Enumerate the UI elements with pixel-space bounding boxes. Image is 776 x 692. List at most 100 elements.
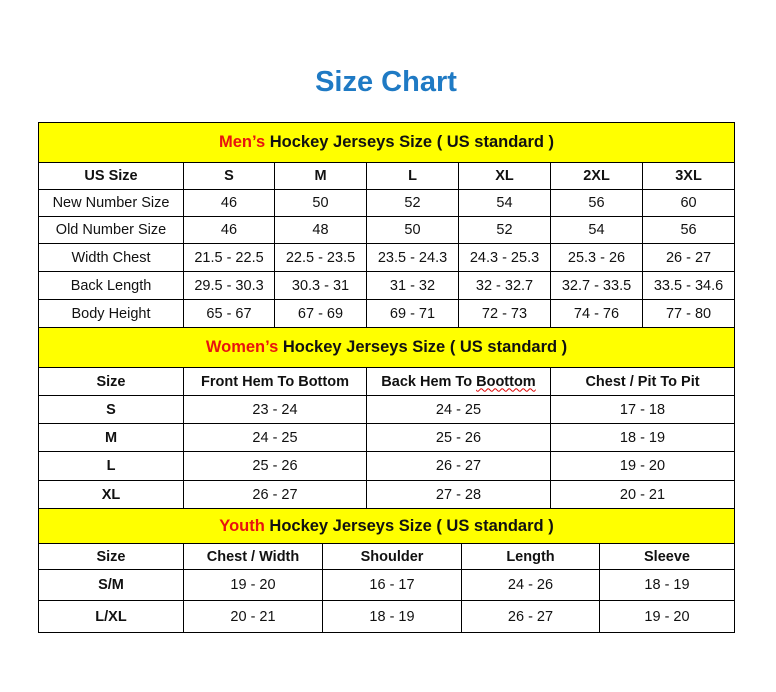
column-header-label: Shoulder	[360, 548, 424, 565]
table-cell: 19 - 20	[549, 451, 736, 481]
table-cell: 65 - 67	[183, 299, 275, 328]
misspelled-word: Boottom	[476, 373, 536, 390]
womens-column-header: Front Hem To Bottom	[183, 367, 367, 396]
column-header-label: L	[408, 168, 417, 184]
youth-table-row: S/M 19 - 20 16 - 17 24 - 26 18 - 19	[38, 569, 736, 601]
table-cell: 52	[366, 189, 459, 217]
mens-column-header: 2XL	[550, 162, 643, 190]
youth-column-header: Size	[38, 543, 184, 570]
row-label: Back Length	[38, 271, 184, 300]
table-cell: 24.3 - 25.3	[458, 243, 551, 272]
mens-column-header: L	[366, 162, 459, 190]
womens-header-highlight: Women’s	[205, 338, 279, 356]
row-label: Body Height	[38, 299, 184, 328]
table-cell: 25.3 - 26	[550, 243, 643, 272]
row-label: L	[38, 451, 184, 481]
table-cell: 67 - 69	[274, 299, 367, 328]
mens-column-header: US Size	[38, 162, 184, 190]
mens-section-header: Men’s Hockey Jerseys Size ( US standard …	[37, 122, 736, 163]
row-label: L/XL	[38, 600, 184, 633]
column-header-label: M	[314, 168, 327, 184]
row-label: Old Number Size	[38, 216, 184, 244]
table-cell: 24 - 25	[183, 423, 367, 452]
table-cell: 21.5 - 22.5	[183, 243, 275, 272]
column-header-label: 3XL	[675, 168, 702, 184]
row-label: S/M	[38, 569, 184, 601]
table-cell: 46	[183, 189, 275, 217]
womens-column-header: Chest / Pit To Pit	[549, 367, 736, 396]
column-header-label: XL	[495, 168, 514, 184]
youth-header-highlight: Youth	[219, 516, 265, 535]
mens-table-row: Body Height 65 - 67 67 - 69 69 - 71 72 - 73 7…	[38, 299, 736, 328]
mens-header-text: Hockey Jerseys Size ( US standard )	[265, 133, 555, 151]
table-cell: 18 - 19	[322, 600, 462, 633]
table-cell: 20 - 21	[183, 600, 323, 633]
table-cell: 29.5 - 30.3	[183, 271, 275, 300]
table-cell: 69 - 71	[366, 299, 459, 328]
column-header-label: US Size	[84, 168, 138, 184]
mens-column-header: S	[183, 162, 275, 190]
youth-column-header: Chest / Width	[183, 543, 323, 570]
youth-column-headers: Size Chest / Width Shoulder Length Sleeve	[38, 543, 736, 570]
table-cell: 23.5 - 24.3	[366, 243, 459, 272]
row-label: M	[38, 423, 184, 452]
table-cell: 16 - 17	[322, 569, 462, 601]
womens-table-row: L 25 - 26 26 - 27 19 - 20	[38, 451, 736, 481]
table-cell: 22.5 - 23.5	[274, 243, 367, 272]
table-cell: 23 - 24	[183, 395, 367, 424]
column-header-label: Front Hem To Bottom	[201, 373, 349, 390]
table-cell: 19 - 20	[598, 600, 736, 633]
row-label: New Number Size	[38, 189, 184, 217]
table-cell: 60	[641, 189, 736, 217]
table-cell: 25 - 26	[366, 423, 551, 452]
table-cell: 26 - 27	[461, 600, 600, 633]
table-cell: 50	[366, 216, 459, 244]
youth-column-header: Shoulder	[322, 543, 462, 570]
column-header-label: Sleeve	[644, 548, 690, 565]
mens-table-row: Old Number Size 46 48 50 52 54 56	[38, 216, 736, 244]
mens-header-highlight: Men’s	[219, 133, 266, 151]
table-cell: 77 - 80	[641, 299, 736, 328]
row-label: XL	[38, 480, 184, 509]
table-cell: 18 - 19	[598, 569, 736, 601]
mens-column-header: M	[274, 162, 367, 190]
youth-column-header: Length	[461, 543, 600, 570]
column-header-label: S	[224, 168, 234, 184]
womens-table-row: M 24 - 25 25 - 26 18 - 19	[38, 423, 736, 452]
table-cell: 17 - 18	[549, 395, 736, 424]
table-cell: 32 - 32.7	[458, 271, 551, 300]
table-cell: 32.7 - 33.5	[550, 271, 643, 300]
table-cell: 56	[550, 189, 643, 217]
table-cell: 30.3 - 31	[274, 271, 367, 300]
column-header-label: Chest / Width	[206, 548, 300, 565]
column-header-label: Size	[96, 548, 126, 565]
mens-table-row: Back Length 29.5 - 30.3 30.3 - 31 31 - 32 32…	[38, 271, 736, 300]
table-cell: 26 - 27	[366, 451, 551, 481]
mens-size-table: Men’s Hockey Jerseys Size ( US standard …	[37, 122, 736, 328]
table-cell: 24 - 26	[461, 569, 600, 601]
table-cell: 54	[458, 189, 551, 217]
table-cell: 24 - 25	[366, 395, 551, 424]
table-cell: 33.5 - 34.6	[641, 271, 736, 300]
youth-section-header: Youth Hockey Jerseys Size ( US standard …	[37, 508, 736, 544]
column-header-label: Size	[96, 373, 126, 390]
table-cell: 27 - 28	[366, 480, 551, 509]
youth-column-header: Sleeve	[598, 543, 736, 570]
page-title: Size Chart	[315, 66, 457, 98]
table-cell: 50	[274, 189, 367, 217]
womens-table-row: S 23 - 24 24 - 25 17 - 18	[38, 395, 736, 424]
womens-header-text: Hockey Jerseys Size ( US standard )	[278, 338, 568, 356]
table-cell: 26 - 27	[641, 243, 736, 272]
table-cell: 26 - 27	[183, 480, 367, 509]
column-header-label: 2XL	[583, 168, 610, 184]
mens-table-row: New Number Size 46 50 52 54 56 60	[38, 189, 736, 217]
youth-size-table: Youth Hockey Jerseys Size ( US standard …	[37, 508, 736, 633]
mens-column-header: 3XL	[641, 162, 736, 190]
table-cell: 52	[458, 216, 551, 244]
table-cell: 46	[183, 216, 275, 244]
womens-column-header: Size	[38, 367, 184, 396]
womens-size-table: Women’s Hockey Jerseys Size ( US standar…	[37, 327, 736, 509]
mens-column-header: XL	[458, 162, 551, 190]
table-cell: 74 - 76	[550, 299, 643, 328]
youth-header-text: Hockey Jerseys Size ( US standard )	[264, 516, 554, 535]
